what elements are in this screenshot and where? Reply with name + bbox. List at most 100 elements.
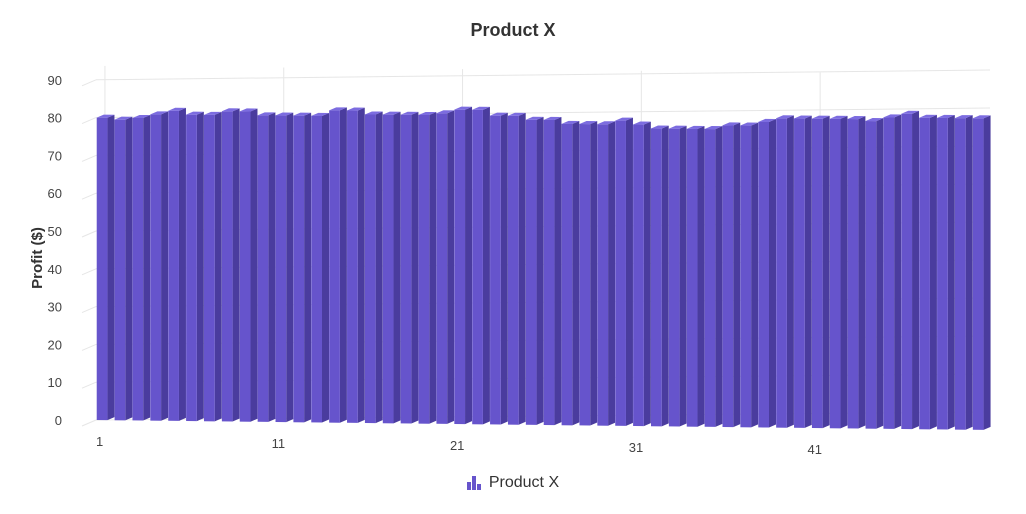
bar-side <box>590 121 598 426</box>
bar-24[interactable] <box>507 112 526 425</box>
grid-line-horizontal-5 <box>81 230 97 238</box>
bar-33[interactable] <box>668 125 687 427</box>
bar-39[interactable] <box>776 115 794 428</box>
bar-side <box>143 115 151 421</box>
bar-26[interactable] <box>543 116 562 426</box>
bar-side <box>447 110 455 424</box>
grid-line-horizontal-1 <box>81 381 97 389</box>
grid-line-horizontal-0 <box>81 419 97 427</box>
y-tick-label: 50 <box>48 224 62 239</box>
bar-36[interactable] <box>722 122 741 428</box>
bar-front <box>168 110 179 421</box>
bar-9[interactable] <box>239 108 258 422</box>
bar-11[interactable] <box>275 112 294 423</box>
bar-5[interactable] <box>168 107 186 421</box>
bar-50[interactable] <box>972 115 991 430</box>
bar-top <box>114 116 133 120</box>
bar-top <box>150 111 169 115</box>
bar-side <box>429 112 437 424</box>
bar-6[interactable] <box>186 111 204 422</box>
bar-34[interactable] <box>686 125 705 427</box>
bar-front <box>937 117 948 430</box>
y-tick-label: 10 <box>48 375 62 390</box>
bar-40[interactable] <box>794 115 812 428</box>
legend[interactable]: Product X <box>0 474 1026 492</box>
bar-side <box>858 116 866 429</box>
bar-top <box>740 122 759 126</box>
bar-7[interactable] <box>203 111 222 422</box>
bar-front <box>525 119 537 425</box>
bar-top <box>364 111 383 115</box>
bar-37[interactable] <box>740 122 759 428</box>
bar-top <box>275 112 294 116</box>
bar-45[interactable] <box>883 114 902 429</box>
grid-line-horizontal-9 <box>81 79 97 87</box>
bar-1[interactable] <box>96 114 115 421</box>
bar-front <box>758 121 770 428</box>
bar-25[interactable] <box>525 116 544 425</box>
bar-15[interactable] <box>347 107 365 423</box>
bar-front <box>400 114 412 424</box>
bar-23[interactable] <box>490 112 508 425</box>
y-tick-label: 20 <box>48 337 62 352</box>
bar-3[interactable] <box>132 114 151 421</box>
bar-14[interactable] <box>329 107 347 423</box>
bar-front <box>418 114 430 424</box>
bar-10[interactable] <box>257 112 276 422</box>
bar-42[interactable] <box>829 115 848 429</box>
y-tick-label: 70 <box>48 148 62 163</box>
bar-20[interactable] <box>436 110 455 424</box>
bar-17[interactable] <box>382 111 401 424</box>
bar-47[interactable] <box>919 114 937 430</box>
bar-12[interactable] <box>293 112 312 423</box>
bar-46[interactable] <box>901 110 920 430</box>
bar-38[interactable] <box>758 118 777 428</box>
bar-front <box>811 118 823 429</box>
bar-30[interactable] <box>615 117 633 426</box>
bar-side <box>947 115 955 430</box>
bar-28[interactable] <box>579 121 598 426</box>
bar-49[interactable] <box>954 115 973 430</box>
bar-41[interactable] <box>811 115 830 429</box>
bar-front <box>186 114 197 422</box>
bar-front <box>507 115 519 425</box>
bar-side <box>840 115 848 429</box>
bar-front <box>776 118 787 428</box>
bar-front <box>311 115 323 423</box>
bar-top <box>382 111 401 115</box>
bar-top <box>668 125 687 129</box>
bar-18[interactable] <box>400 111 419 424</box>
bar-31[interactable] <box>633 121 651 427</box>
bar-27[interactable] <box>561 120 580 426</box>
bar-side <box>411 111 419 424</box>
bar-top <box>794 115 812 119</box>
bar-44[interactable] <box>865 118 884 429</box>
bar-16[interactable] <box>364 111 383 424</box>
bar-front <box>382 114 394 424</box>
bar-top <box>919 114 937 118</box>
bar-21[interactable] <box>454 106 473 425</box>
bar-side <box>572 120 580 426</box>
bar-front <box>919 117 930 430</box>
bar-22[interactable] <box>472 106 490 425</box>
bar-29[interactable] <box>597 121 616 426</box>
x-tick-label: 31 <box>629 440 643 455</box>
bar-8[interactable] <box>221 108 240 422</box>
bar-2[interactable] <box>114 116 133 421</box>
bar-side <box>125 116 133 421</box>
bar-top <box>347 107 365 111</box>
bar-32[interactable] <box>650 125 669 427</box>
bar-48[interactable] <box>937 114 955 430</box>
bar-4[interactable] <box>150 111 169 421</box>
bars <box>96 106 991 430</box>
y-tick-label: 60 <box>48 186 62 201</box>
bar-35[interactable] <box>704 126 723 427</box>
bar-19[interactable] <box>418 111 437 424</box>
bar-side <box>304 112 312 423</box>
grid-line-9 <box>95 69 991 81</box>
bar-side <box>393 111 401 424</box>
bar-43[interactable] <box>847 115 866 429</box>
bar-side <box>232 108 240 422</box>
bar-13[interactable] <box>311 112 330 423</box>
bar-top <box>490 112 508 116</box>
